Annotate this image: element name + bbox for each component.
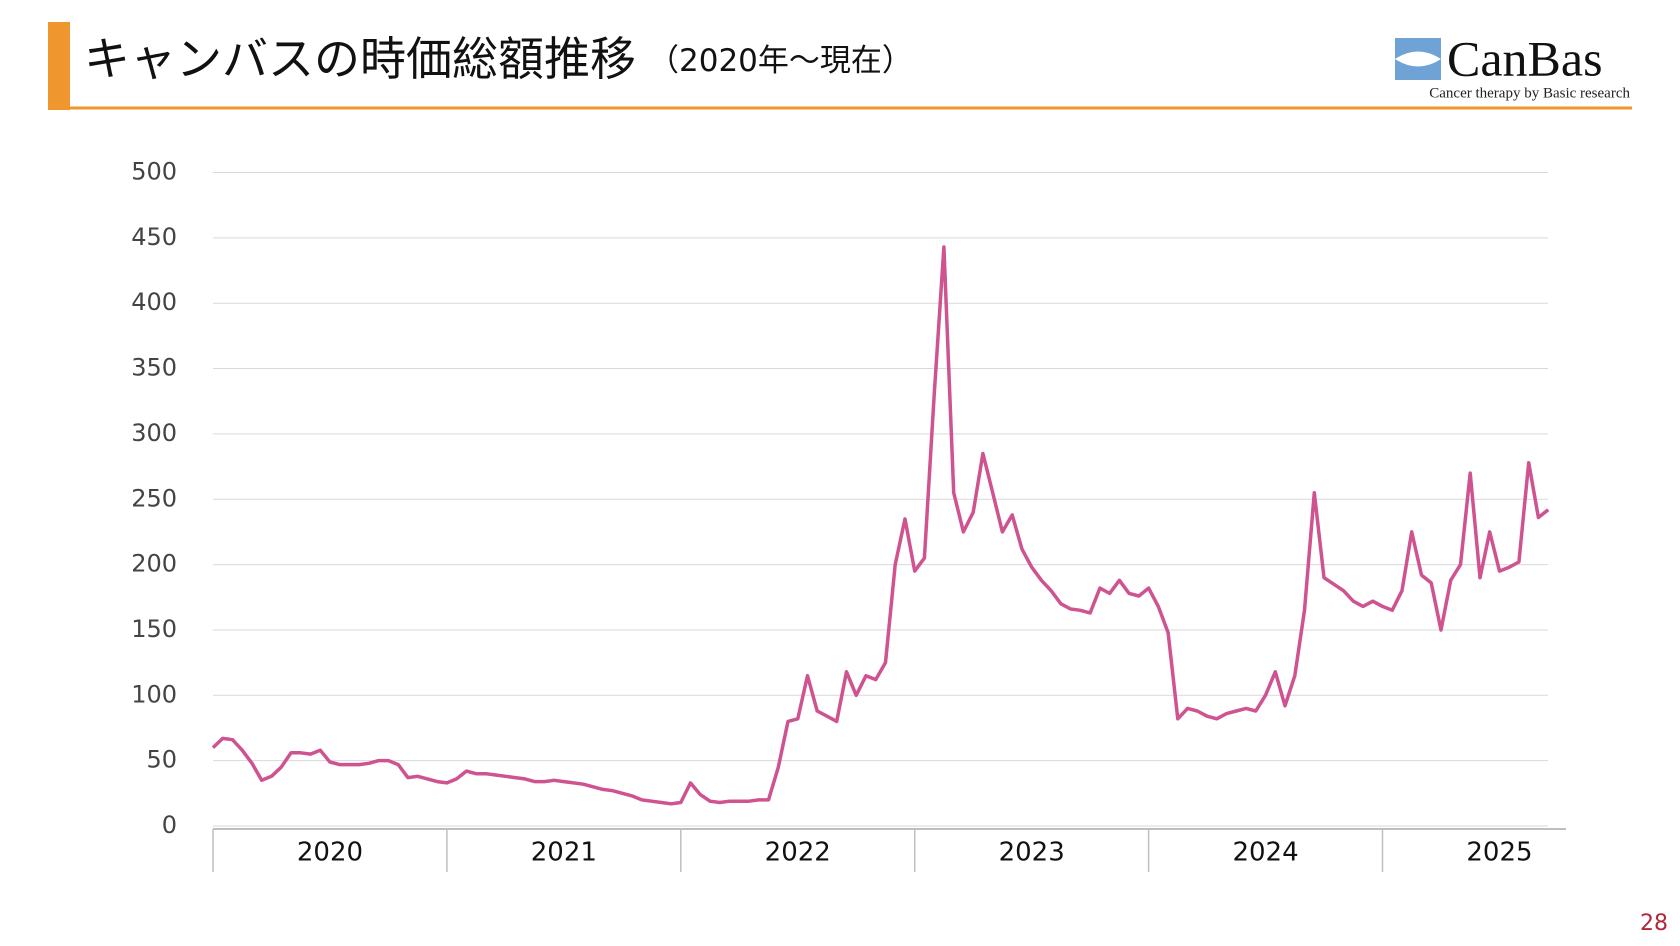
y-tick-label: 100 [131,680,177,708]
y-tick-label: 450 [131,223,177,251]
logo: CanBas Cancer therapy by Basic research [1395,30,1630,101]
y-tick-label: 400 [131,288,177,316]
y-tick-label: 300 [131,419,177,447]
x-tick-label: 2022 [765,838,831,868]
x-tick-label: 2024 [1232,838,1298,868]
page-number: 28 [1640,911,1668,936]
y-tick-label: 50 [146,746,177,774]
x-tick-label: 2023 [999,838,1065,868]
logo-name: CanBas [1447,30,1603,86]
x-tick-label: 2025 [1466,838,1532,868]
y-tick-label: 0 [162,811,177,839]
logo-icon-mark [1395,51,1441,67]
y-tick-label: 350 [131,354,177,382]
x-tick-label: 2020 [297,838,363,868]
logo-tagline: Cancer therapy by Basic research [1429,85,1630,101]
y-tick-label: 150 [131,615,177,643]
chart: 0 50 100 150 200 250 300 350 400 450 500 2020 2021 20… [131,158,1566,872]
x-tick-label: 2021 [531,838,597,868]
y-tick-label: 200 [131,550,177,578]
subtitle-text: （2020年～現在） [648,43,913,79]
title-text: キャンバスの時価総額推移 [84,32,636,86]
y-tick-label: 500 [131,158,177,186]
data-line [211,245,1550,806]
slide-title: キャンバスの時価総額推移 （2020年～現在） [84,32,913,86]
y-tick-label: 250 [131,484,177,512]
title-accent [48,22,70,110]
